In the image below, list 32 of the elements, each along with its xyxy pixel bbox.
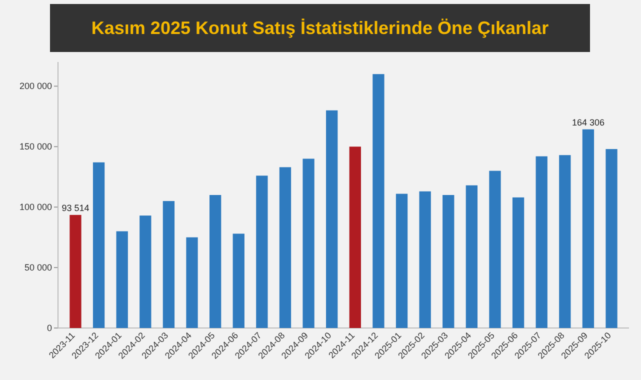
- y-tick-label: 100 000: [19, 202, 52, 212]
- chart-title: Kasım 2025 Konut Satış İstatistiklerinde Öne Çıkanlar: [91, 18, 549, 38]
- bar: [116, 231, 128, 328]
- data-label: 164 306: [572, 117, 604, 128]
- bar: [606, 149, 618, 328]
- bar: [326, 110, 338, 328]
- bar: [419, 191, 431, 328]
- bar: [302, 158, 314, 328]
- y-tick-label: 0: [46, 323, 52, 333]
- bar: [140, 216, 152, 328]
- bar: [512, 197, 524, 328]
- y-tick-label: 200 000: [19, 81, 52, 92]
- bar: [559, 155, 571, 328]
- bar: [209, 195, 222, 328]
- bar: [70, 214, 82, 328]
- bar: [92, 162, 105, 328]
- y-tick-label: 50 000: [24, 262, 52, 273]
- bar: [186, 237, 198, 328]
- data-label: 93 514: [62, 202, 90, 213]
- bar: [582, 129, 594, 328]
- bar: [536, 156, 548, 328]
- bar: [372, 74, 384, 328]
- bar: [279, 167, 292, 328]
- bar: [396, 194, 408, 328]
- bar: [489, 170, 501, 328]
- bar: [466, 185, 478, 328]
- bar: [162, 201, 175, 328]
- bar: [442, 195, 454, 328]
- bar: [232, 234, 244, 328]
- bar: [256, 176, 268, 328]
- y-tick-label: 150 000: [19, 142, 52, 152]
- bar: [349, 146, 361, 328]
